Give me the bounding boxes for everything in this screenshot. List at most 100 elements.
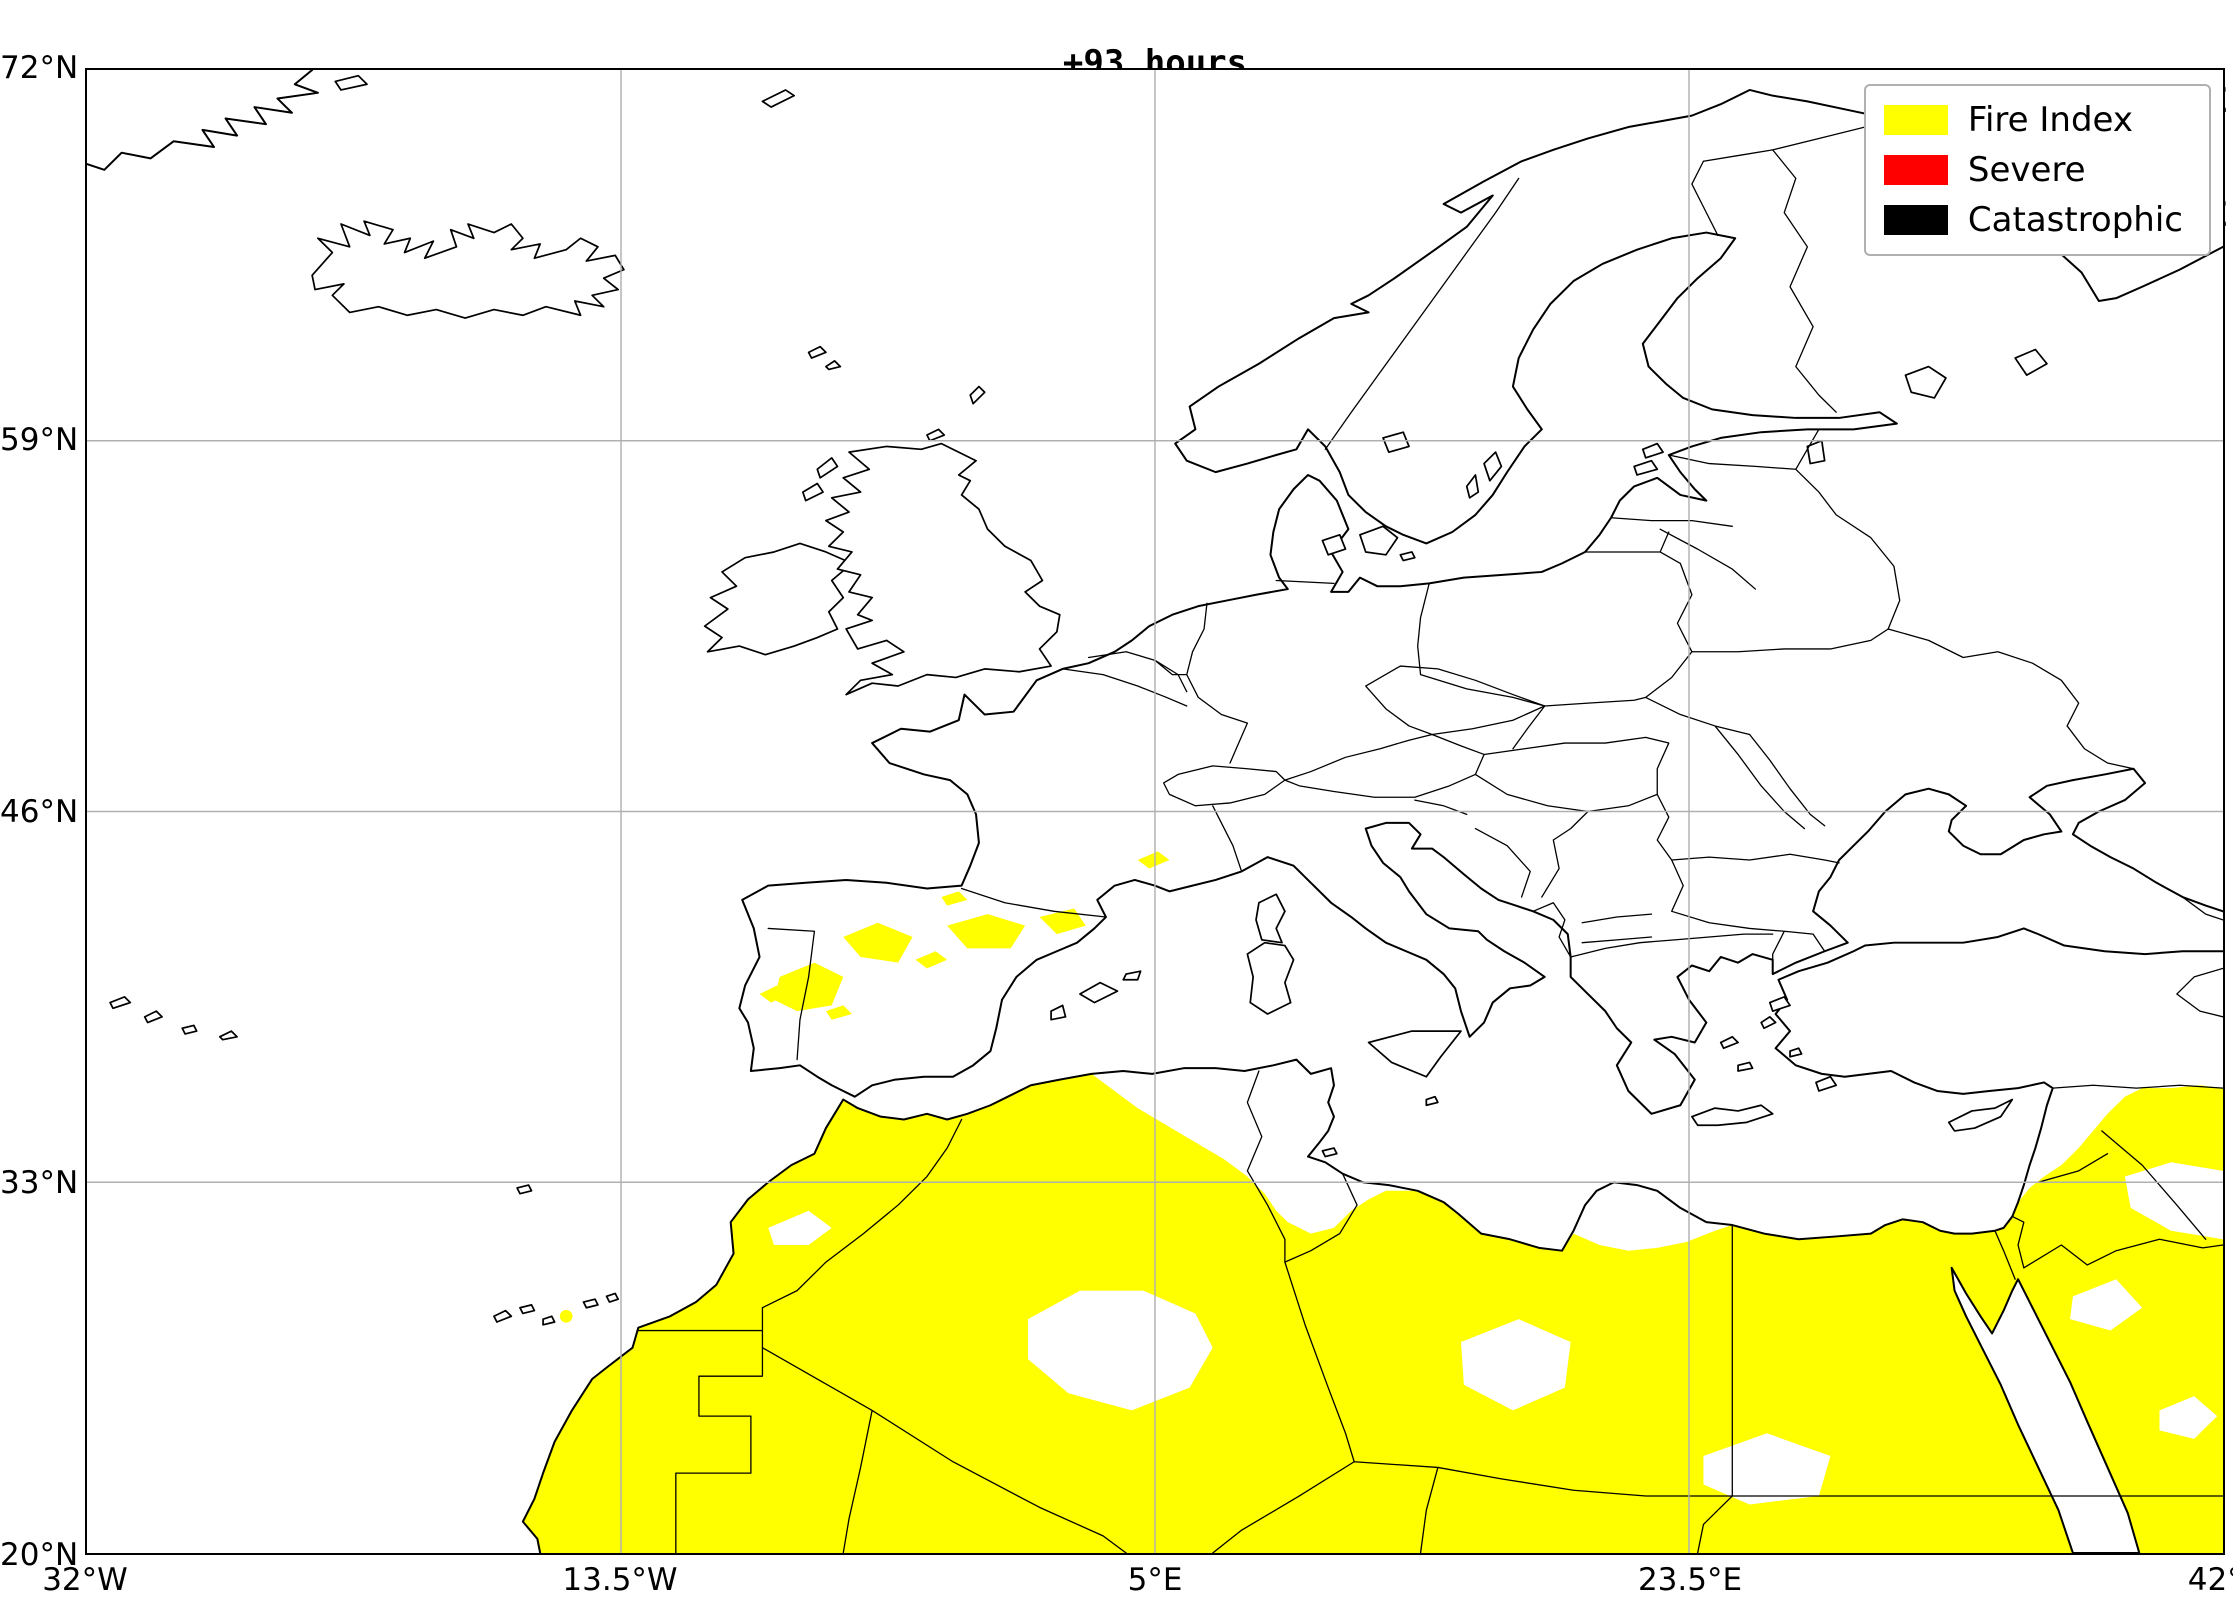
ibiza — [1050, 1004, 1067, 1021]
border-poland-east — [1544, 531, 1693, 707]
border-norway-sweden — [1324, 177, 1520, 450]
hebrides — [801, 457, 839, 502]
fire-index-swatch — [1883, 105, 1948, 135]
crete — [1691, 1104, 1774, 1127]
legend-item-severe: Severe — [1883, 150, 2183, 190]
border-hungary — [1474, 705, 1670, 813]
xtick-5e: 5°E — [1127, 1562, 1183, 1598]
border-greece-north — [1570, 933, 1774, 958]
border-algeria-libya — [1284, 1261, 1355, 1463]
greenland-islet — [334, 74, 368, 91]
border-switzerland — [1163, 765, 1286, 807]
graticule — [87, 70, 2223, 1553]
fire-region-iberia-3 — [947, 914, 1026, 949]
border-libya-south — [1353, 1461, 1733, 1553]
lake-peipus — [1806, 439, 1826, 465]
sardinia — [1246, 941, 1295, 1015]
ireland — [703, 542, 853, 656]
border-benelux — [1061, 602, 1208, 707]
lake-onega — [2014, 348, 2048, 377]
ytick-46n: 46°N — [0, 794, 79, 830]
border-western-sahara — [637, 1307, 764, 1553]
gap-central-libya — [1460, 1319, 1571, 1411]
greenland-coast — [87, 70, 319, 171]
xtick-135w: 13.5°W — [562, 1562, 678, 1598]
border-ukraine-russia — [1887, 628, 2135, 770]
xtick-32w: 32°W — [42, 1562, 128, 1598]
fire-region-iberia-5 — [759, 985, 789, 1003]
funen — [1321, 534, 1347, 556]
gap-north-arabia — [2070, 1279, 2143, 1331]
border-sweden-finland — [1691, 160, 1719, 237]
gap-sw-egypt — [1703, 1433, 1831, 1505]
border-portugal-spain — [767, 927, 816, 1061]
border-baltics — [1610, 428, 1901, 630]
red-sea — [1950, 1266, 2141, 1553]
fire-region-iberia-1 — [773, 962, 844, 1012]
fire-region-sahara — [522, 1073, 2223, 1553]
gap-arabia-south — [2159, 1396, 2218, 1439]
border-tunisia — [1246, 1070, 1358, 1263]
border-turkey-syria — [2052, 1084, 2223, 1089]
border-spain-france — [960, 887, 1107, 918]
border-syria-iraq — [2101, 1130, 2207, 1240]
border-algeria-mauritania-mali — [761, 1347, 1127, 1553]
xtick-42e: 42°E — [2187, 1562, 2233, 1598]
ytick-59n: 59°N — [0, 422, 79, 458]
fire-region-south-france — [1137, 851, 1170, 869]
corsica — [1255, 893, 1286, 944]
ytick-33n: 33°N — [0, 1165, 79, 1201]
lake-vanern — [1382, 431, 1410, 454]
map-plot: Fire Index Severe Catastrophic — [85, 68, 2225, 1555]
jan-mayen — [761, 89, 796, 108]
fire-index-label: Fire Index — [1967, 100, 2133, 140]
border-austria — [1284, 733, 1485, 798]
border-jordan-saudi — [2023, 1238, 2223, 1269]
fire-region-iberia-4 — [1039, 908, 1086, 935]
aegean-islands — [1719, 996, 1803, 1072]
iceland — [311, 220, 625, 319]
faroe-islands — [807, 345, 842, 371]
madeira — [516, 1184, 533, 1195]
severe-label: Severe — [1967, 150, 2086, 190]
estonian-islands — [1633, 442, 1664, 476]
bornholm — [1399, 551, 1416, 562]
catastrophic-label: Catastrophic — [1967, 200, 2183, 240]
fire-region-iberia-7 — [915, 951, 948, 969]
europe-mainland-coast — [738, 88, 2223, 1115]
border-syria-jordan — [2037, 1153, 2109, 1183]
gotland — [1483, 451, 1503, 482]
border-france-italy — [1212, 805, 1243, 873]
zealand — [1359, 525, 1399, 556]
mallorca — [1079, 981, 1119, 1004]
malta — [1425, 1095, 1439, 1107]
oland — [1465, 474, 1480, 499]
rhodes — [1815, 1075, 1838, 1092]
legend-item-catastrophic: Catastrophic — [1883, 200, 2183, 240]
border-germany-denmark — [1275, 579, 1335, 584]
border-west-balkans — [1414, 799, 1653, 958]
coastlines — [87, 70, 2223, 1553]
fire-region-iberia-8 — [941, 891, 968, 906]
map-canvas — [87, 70, 2223, 1553]
azores — [109, 996, 238, 1041]
fire-region-iberia-6 — [825, 1005, 852, 1020]
menorca — [1122, 970, 1142, 981]
fire-region-canary-spot — [559, 1310, 573, 1323]
sicily — [1367, 1030, 1462, 1078]
lake-ladoga — [1904, 365, 1947, 399]
djerba — [1321, 1147, 1338, 1158]
border-czech — [1365, 665, 1546, 736]
border-belarus-ukraine — [1691, 628, 1889, 653]
ytick-72n: 72°N — [0, 50, 79, 86]
border-romania-bulgaria — [1656, 793, 1840, 975]
border-france-germany — [1186, 673, 1249, 764]
shetland — [969, 385, 986, 405]
border-algeria-niger — [1212, 1461, 1355, 1553]
gap-central-algeria — [1027, 1290, 1213, 1411]
anatolia-africa-coast — [521, 927, 2223, 1553]
border-jordan-valley — [2011, 1215, 2025, 1269]
border-israel-egypt — [1994, 1230, 2016, 1280]
fire-region-iberia-2 — [843, 922, 913, 963]
